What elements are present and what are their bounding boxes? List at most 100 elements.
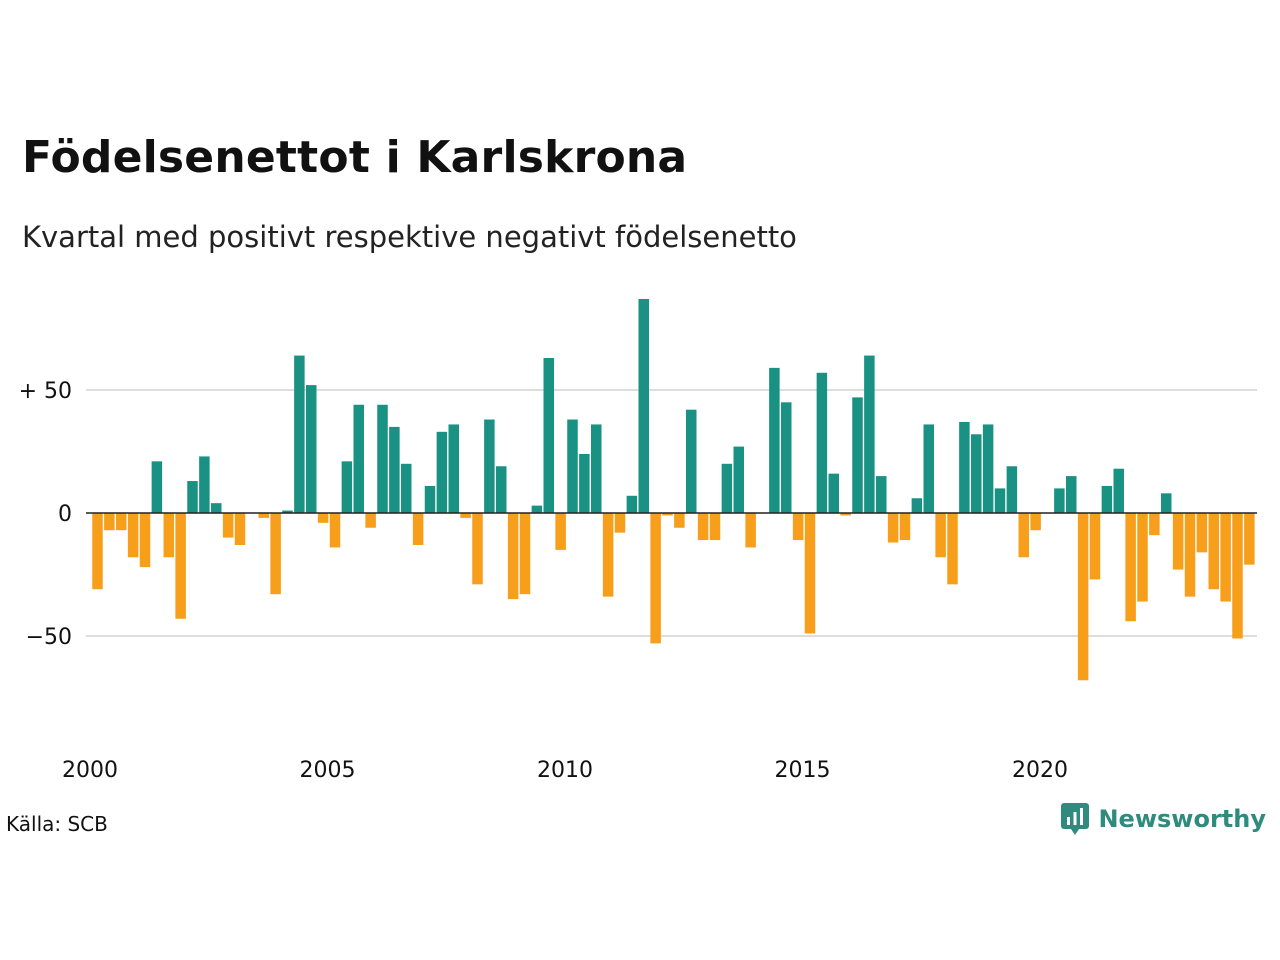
bar <box>1184 513 1196 597</box>
bar <box>745 513 756 548</box>
chart-subtitle: Kvartal med positivt respektive negativt… <box>22 220 797 254</box>
bar <box>876 476 887 513</box>
bar <box>555 513 566 550</box>
bar <box>92 513 103 590</box>
bar <box>935 513 946 558</box>
bar <box>258 513 269 518</box>
source-note: Källa: SCB <box>6 812 108 836</box>
x-tick-label: 2020 <box>1012 758 1068 783</box>
bar <box>151 461 163 513</box>
bar <box>389 426 400 513</box>
bar <box>199 456 210 513</box>
bar <box>638 298 649 513</box>
bar <box>472 513 483 585</box>
bar <box>579 453 590 513</box>
bar <box>1220 513 1231 602</box>
bar <box>804 513 816 634</box>
bar <box>401 463 412 513</box>
bar <box>1208 513 1219 590</box>
bar <box>163 513 174 558</box>
bar <box>792 513 804 541</box>
bar <box>864 355 875 513</box>
bar <box>828 473 839 513</box>
bar <box>1066 476 1077 513</box>
bar <box>1113 468 1124 513</box>
bar <box>1244 513 1255 565</box>
bar <box>436 431 448 513</box>
bar <box>353 404 364 513</box>
bar <box>650 513 661 644</box>
bar <box>270 513 281 595</box>
bar <box>531 505 543 513</box>
bar <box>591 424 602 513</box>
bar <box>234 513 246 545</box>
bar <box>175 513 186 619</box>
bar <box>887 513 899 543</box>
bar <box>840 513 851 516</box>
bar <box>282 510 293 513</box>
y-tick-label: −50 <box>26 625 72 650</box>
bar <box>294 355 305 513</box>
bar <box>1232 513 1243 639</box>
bar <box>1018 513 1029 558</box>
x-tick-label: 2000 <box>62 758 118 783</box>
bar <box>127 513 139 558</box>
bar <box>139 513 151 568</box>
bar <box>567 419 578 513</box>
x-tick-label: 2005 <box>300 758 356 783</box>
bar <box>365 513 376 528</box>
chart-title: Födelsenettot i Karlskrona <box>22 132 688 183</box>
bar <box>222 513 234 538</box>
bar <box>1161 493 1172 513</box>
bar <box>697 513 709 541</box>
bar <box>911 498 923 513</box>
brand-logo[interactable]: Newsworthy <box>1060 802 1266 836</box>
bar <box>709 513 721 541</box>
bar <box>424 485 436 513</box>
bar <box>448 424 459 513</box>
bar <box>1196 513 1208 553</box>
bar <box>341 461 353 513</box>
bar <box>211 503 222 513</box>
bar <box>626 495 638 513</box>
bar <box>519 513 531 595</box>
bar <box>994 488 1006 513</box>
bar <box>507 513 519 600</box>
bar <box>614 513 626 533</box>
bar <box>104 513 115 531</box>
bar <box>721 463 733 513</box>
bar <box>317 513 329 523</box>
bar <box>852 397 863 513</box>
bar <box>1089 513 1101 580</box>
bar <box>1077 513 1089 681</box>
bar <box>899 513 911 541</box>
bar <box>674 513 685 528</box>
bar <box>1149 513 1160 536</box>
bar <box>1054 488 1065 513</box>
grid-layer <box>86 389 1257 637</box>
axis-layer: + 50 0 −50 2000 2005 2010 2015 2020 <box>19 379 1257 783</box>
bar <box>187 481 198 513</box>
bar <box>1172 513 1184 570</box>
bar <box>496 466 507 513</box>
bar <box>460 513 471 518</box>
bar <box>923 424 934 513</box>
bar <box>1125 513 1136 622</box>
bar <box>733 446 744 513</box>
bar-chart-speech-bubble-icon <box>1061 803 1090 835</box>
bar <box>329 513 341 548</box>
bar <box>769 367 780 513</box>
bar <box>306 385 317 513</box>
bar <box>116 513 127 531</box>
bar <box>1030 513 1041 531</box>
bar <box>959 421 970 513</box>
x-tick-label: 2010 <box>537 758 593 783</box>
bar <box>662 513 673 516</box>
brand-name: Newsworthy <box>1098 805 1266 833</box>
bar <box>947 513 958 585</box>
bar <box>1137 513 1148 602</box>
bar-chart: + 50 0 −50 2000 2005 2010 2015 2020 <box>19 298 1257 783</box>
bar-layer <box>92 298 1255 681</box>
y-tick-label: 0 <box>58 502 72 527</box>
bar <box>686 409 697 513</box>
